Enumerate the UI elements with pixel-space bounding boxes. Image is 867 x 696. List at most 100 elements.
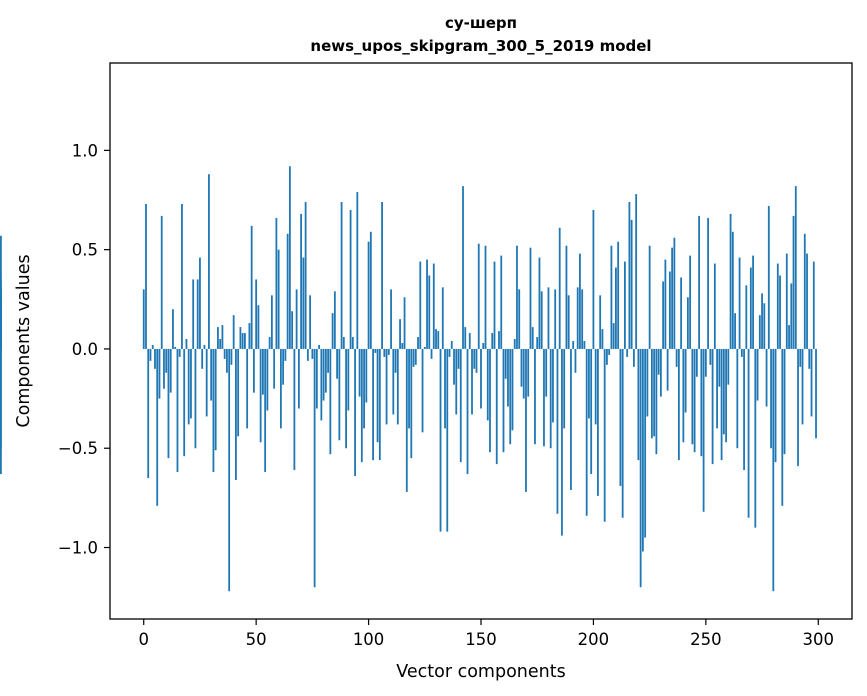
bar-component-104 [376, 348, 379, 443]
bar-component-282 [776, 263, 779, 349]
bar-component-132 [439, 348, 442, 532]
bar-component-216 [628, 202, 631, 349]
bar-component-111 [392, 348, 395, 415]
bar-component-294 [803, 233, 806, 349]
bar-component-2 [147, 348, 150, 479]
bar-component-234 [668, 271, 671, 349]
y-tick-label: −1.0 [58, 539, 98, 558]
bar-component-299 [815, 348, 817, 439]
bar-component-178 [543, 348, 545, 447]
bar-component-55 [266, 348, 269, 411]
bar-component-233 [666, 348, 669, 391]
bar-component-176 [538, 257, 541, 349]
bar-component-270 [749, 267, 752, 349]
bar-component-160 [502, 348, 505, 453]
bar-component-182 [552, 348, 554, 423]
y-tick-label: 0.5 [72, 241, 98, 260]
bar-component-222 [641, 348, 644, 552]
bar-component-202 [597, 348, 599, 496]
bar-component-191 [572, 341, 575, 349]
x-tick-label: 250 [690, 630, 722, 649]
bar-component-288 [790, 283, 793, 349]
x-tick-label: 200 [578, 630, 610, 649]
bar-component-78 [318, 344, 321, 349]
bar-component-20 [187, 348, 190, 425]
bar-component-44 [241, 333, 244, 349]
bar-component-150 [480, 348, 482, 409]
bar-component-185 [558, 227, 561, 349]
bar-component-74 [309, 295, 312, 349]
bar-component-255 [716, 348, 718, 429]
chart-title-line1: су-шерп [445, 14, 517, 32]
bar-component-171 [527, 348, 530, 397]
bar-component-34 [219, 339, 222, 349]
bar-component-65 [288, 166, 291, 349]
bar-component-138 [453, 348, 455, 385]
bar-component-53 [262, 348, 264, 395]
bar-component-174 [534, 348, 536, 445]
bar-component-210 [615, 267, 617, 349]
bar-component-293 [801, 348, 804, 425]
bar-component-105 [378, 348, 381, 461]
bar-component-106 [381, 202, 383, 349]
bar-component-126 [426, 259, 428, 349]
bar-component-244 [691, 348, 694, 445]
bar-component-162 [507, 348, 509, 407]
bar-component-190 [570, 348, 572, 490]
bar-component-197 [585, 348, 588, 516]
bar-component-77 [315, 348, 318, 409]
bar-component-221 [639, 348, 642, 588]
bar-component-112 [394, 348, 397, 373]
bar-component-23 [194, 348, 197, 449]
bar-component-70 [300, 213, 303, 349]
bar-component-285 [783, 348, 786, 455]
bar-component-90 [345, 348, 347, 449]
bar-component-241 [684, 348, 687, 413]
bar-component-88 [340, 202, 343, 349]
bar-component-19 [185, 339, 188, 349]
bar-component-272 [754, 348, 757, 528]
bar-component-141 [459, 348, 462, 463]
bar-component-27 [203, 344, 206, 349]
bar-component-263 [734, 313, 736, 349]
bar-component-217 [630, 219, 633, 349]
bar-component-295 [806, 253, 808, 349]
bar-component-180 [547, 287, 550, 349]
bar-component-153 [486, 348, 489, 421]
bar-component-230 [659, 348, 662, 397]
bar-component-279 [770, 348, 772, 449]
bar-component-258 [722, 348, 725, 435]
y-tick-label: −0.5 [58, 439, 98, 458]
bar-component-60 [277, 249, 280, 349]
bar-component-31 [212, 348, 215, 473]
bar-component-140 [457, 348, 460, 369]
bar-component-98 [363, 348, 365, 429]
bar-component-194 [579, 253, 581, 349]
bar-component-238 [677, 348, 680, 461]
bar-component-224 [646, 348, 649, 417]
bar-component-54 [264, 348, 267, 473]
bar-component-291 [797, 348, 799, 467]
bar-component-113 [396, 348, 399, 425]
bar-component-271 [752, 255, 754, 349]
bar-component-134 [444, 348, 446, 429]
bar-component-46 [246, 348, 249, 429]
bar-component-136 [448, 348, 451, 357]
bar-component-212 [619, 348, 622, 486]
bar-component-82 [327, 348, 329, 373]
bar-component-287 [788, 325, 790, 349]
bar-component-275 [761, 293, 763, 349]
bar-component-28 [205, 348, 208, 417]
bar-component-196 [583, 341, 586, 349]
bar-component-10 [165, 348, 168, 373]
bar-component-49 [253, 348, 255, 393]
bar-component-280 [772, 348, 775, 592]
bar-component-123 [419, 261, 422, 349]
x-tick-label: 300 [803, 630, 835, 649]
bar-component-119 [410, 348, 413, 459]
bar-component-151 [482, 342, 485, 349]
bar-component-109 [387, 348, 390, 355]
bar-component-118 [408, 348, 410, 429]
bar-component-75 [311, 348, 314, 359]
bar-component-9 [163, 348, 165, 389]
